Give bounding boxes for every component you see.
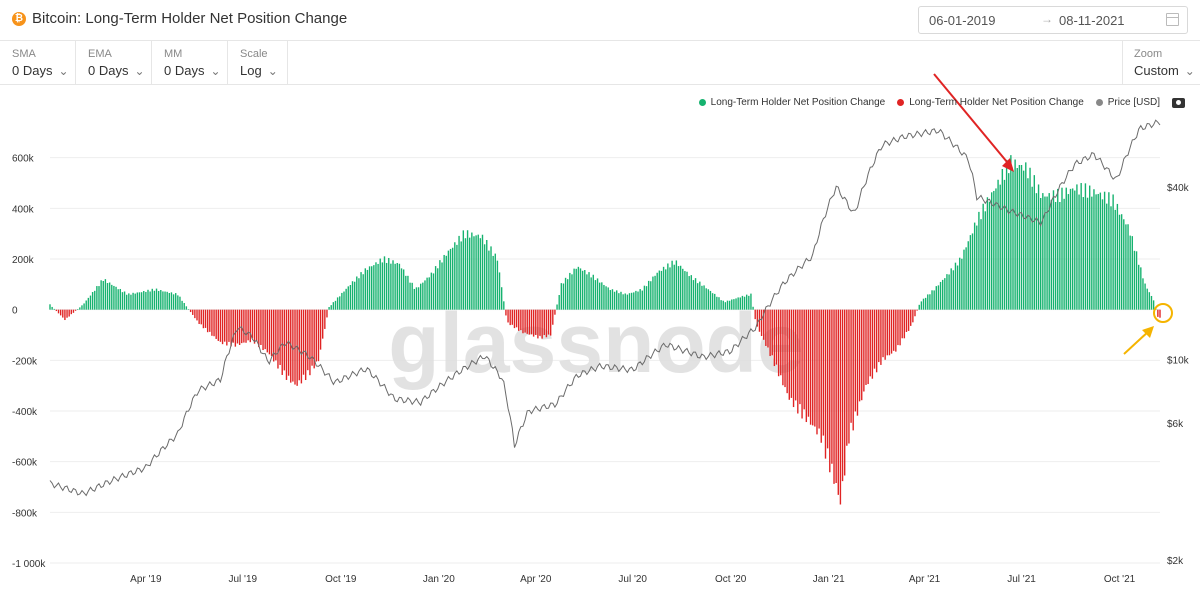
y-left-tick-label: -600k	[12, 458, 38, 469]
x-tick-label: Oct '19	[325, 574, 357, 585]
ema-value[interactable]: 0 Days	[88, 63, 145, 78]
x-tick-label: Jan '20	[423, 574, 455, 585]
ema-select[interactable]: EMA 0 Days	[76, 41, 152, 84]
x-tick-label: Jan '21	[813, 574, 845, 585]
y-left-tick-label: -200k	[12, 356, 38, 367]
legend-item-price[interactable]: Price [USD]	[1095, 97, 1160, 108]
y-left-tick-label: -400k	[12, 407, 38, 418]
sma-label: SMA	[12, 48, 36, 60]
x-tick-label: Apr '21	[909, 574, 941, 585]
x-tick-label: Jul '20	[618, 574, 647, 585]
red-arrow-annotation	[933, 73, 1013, 169]
y-left-tick-label: 400k	[12, 204, 35, 215]
legend-label-negative: Long-Term Holder Net Position Change	[909, 97, 1084, 108]
y-right-tick-label: $2k	[1167, 556, 1184, 567]
date-to-input[interactable]: 08-11-2021	[1059, 13, 1125, 28]
x-tick-label: Oct '20	[715, 574, 747, 585]
arrow-right-icon: →	[1041, 12, 1053, 26]
chart-header: ₿ Bitcoin: Long-Term Holder Net Position…	[0, 0, 1200, 41]
chart-title: Bitcoin: Long-Term Holder Net Position C…	[32, 10, 348, 27]
y-right-tick-label: $10k	[1167, 356, 1190, 367]
x-tick-label: Oct '21	[1104, 574, 1136, 585]
mm-select[interactable]: MM 0 Days	[152, 41, 228, 84]
legend-dot-gray-icon	[1095, 99, 1103, 106]
zoom-label: Zoom	[1134, 48, 1163, 60]
watermark: glassnode	[388, 296, 803, 390]
legend: Long-Term Holder Net Position Change Lon…	[687, 97, 1185, 108]
y-right-tick-label: $40k	[1167, 183, 1190, 194]
legend-dot-red-icon	[897, 99, 905, 106]
yellow-arrow-head	[1142, 326, 1154, 338]
y-left-tick-label: -1 000k	[12, 559, 46, 570]
legend-label-price: Price [USD]	[1107, 97, 1160, 108]
date-from-input[interactable]: 06-01-2019	[929, 13, 996, 28]
y-left-tick-label: 0	[12, 306, 18, 317]
y-right-tick-label: $6k	[1167, 419, 1184, 430]
calendar-icon[interactable]	[1166, 13, 1179, 26]
bitcoin-icon: ₿	[12, 11, 26, 26]
scale-label: Scale	[240, 48, 268, 60]
zoom-select[interactable]: Zoom Custom	[1122, 41, 1200, 84]
controls-bar: SMA 0 Days EMA 0 Days MM 0 Days Scale Lo…	[0, 41, 1200, 85]
x-tick-label: Jul '21	[1007, 574, 1036, 585]
x-tick-label: Apr '19	[130, 574, 162, 585]
y-left-tick-label: 200k	[12, 255, 35, 266]
scale-value[interactable]: Log	[240, 63, 278, 78]
axes: 600k 400k 200k 0 -200k -400k -600k -800k -1 000k…	[12, 154, 1190, 585]
price-line	[49, 119, 1161, 497]
yellow-arrow-annotation	[1123, 329, 1151, 355]
title-group: ₿ Bitcoin: Long-Term Holder Net Position…	[12, 10, 347, 27]
sma-value[interactable]: 0 Days	[12, 63, 69, 78]
date-range-picker[interactable]: 06-01-2019 → 08-11-2021	[918, 6, 1188, 34]
mm-label: MM	[164, 48, 183, 60]
bar-series	[49, 155, 1161, 505]
legend-item-positive[interactable]: Long-Term Holder Net Position Change	[698, 97, 886, 108]
legend-dot-green-icon	[698, 99, 706, 106]
sma-select[interactable]: SMA 0 Days	[0, 41, 76, 84]
legend-item-negative[interactable]: Long-Term Holder Net Position Change	[897, 97, 1084, 108]
y-left-tick-label: 600k	[12, 154, 35, 165]
mm-value[interactable]: 0 Days	[164, 63, 221, 78]
y-left-tick-label: -800k	[12, 508, 38, 519]
legend-label-positive: Long-Term Holder Net Position Change	[710, 97, 886, 108]
scale-select[interactable]: Scale Log	[228, 41, 288, 84]
yellow-circle-annotation	[1153, 303, 1173, 323]
camera-icon[interactable]	[1172, 97, 1185, 108]
price-series	[49, 119, 1161, 497]
annotations	[933, 73, 1173, 355]
ema-label: EMA	[88, 48, 112, 60]
x-tick-label: Apr '20	[520, 574, 552, 585]
x-tick-label: Jul '19	[229, 574, 258, 585]
red-arrow-head	[1002, 158, 1014, 172]
zoom-value[interactable]: Custom	[1134, 63, 1195, 78]
